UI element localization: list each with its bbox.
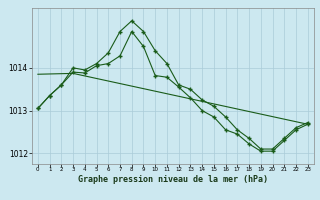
X-axis label: Graphe pression niveau de la mer (hPa): Graphe pression niveau de la mer (hPa) [78,175,268,184]
